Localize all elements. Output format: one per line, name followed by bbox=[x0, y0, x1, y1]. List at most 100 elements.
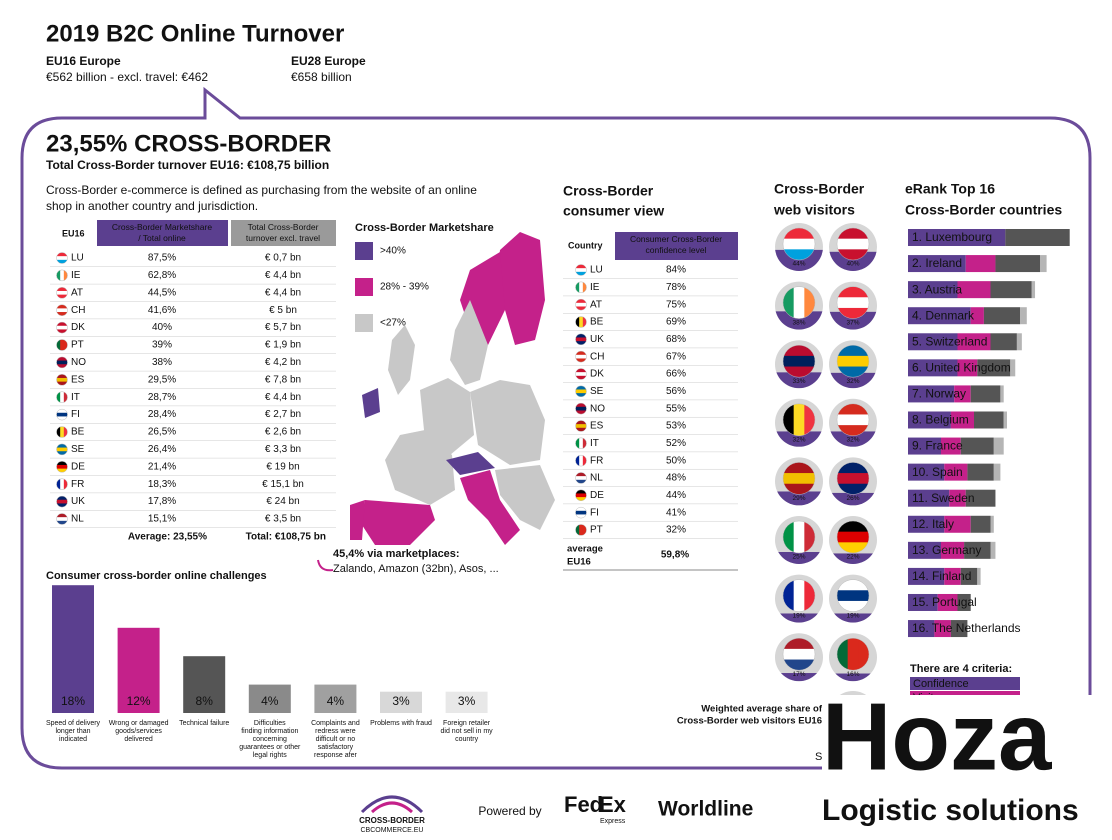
flag-stripe bbox=[575, 476, 587, 481]
flag-stripe bbox=[60, 426, 65, 438]
flag-stripe bbox=[783, 345, 815, 357]
flag-stripe bbox=[56, 468, 68, 473]
challenge-bar bbox=[248, 684, 291, 713]
erank-segment bbox=[908, 307, 971, 325]
erank-segment bbox=[1016, 333, 1022, 351]
label: DK bbox=[71, 322, 85, 333]
erank-segment bbox=[908, 593, 938, 611]
label: Cross-Border bbox=[774, 181, 865, 197]
erank-segment bbox=[908, 541, 941, 559]
label: 2. Ireland bbox=[912, 256, 962, 270]
visitor-share bbox=[829, 311, 877, 330]
flag-stripe bbox=[56, 426, 61, 438]
erank-segment bbox=[990, 333, 1017, 351]
label: 13. Germany bbox=[912, 543, 981, 557]
label: 38% bbox=[152, 357, 172, 368]
flag-border bbox=[56, 252, 68, 264]
flag-stripe bbox=[837, 542, 869, 553]
flag bbox=[575, 351, 587, 363]
label: EU16 Europe bbox=[46, 54, 121, 68]
label: Foreign retailer did not sell in my countr… bbox=[441, 720, 494, 743]
label: EU16 bbox=[62, 228, 85, 238]
label: 78% bbox=[666, 282, 686, 293]
flag-border bbox=[575, 281, 587, 294]
flag-stripe bbox=[837, 414, 869, 426]
erank-segment bbox=[1020, 307, 1027, 325]
flag-stripe bbox=[783, 228, 815, 240]
label: € 2,7 bn bbox=[265, 409, 301, 420]
label: €562 billion - excl. travel: €462 bbox=[46, 70, 208, 84]
legend-swatch bbox=[355, 242, 373, 260]
flag bbox=[837, 286, 869, 319]
flag-stripe bbox=[575, 281, 580, 293]
erank-segment bbox=[937, 593, 958, 611]
label: 22% bbox=[846, 554, 859, 561]
flag-stripe bbox=[575, 337, 587, 342]
erank-segment bbox=[908, 385, 955, 403]
flag-stripe bbox=[837, 590, 869, 602]
map-region bbox=[460, 470, 520, 545]
flag-stripe bbox=[56, 464, 68, 470]
flag-stripe bbox=[579, 524, 584, 536]
label: IE bbox=[590, 282, 600, 293]
flag-border bbox=[782, 403, 816, 437]
flag-stripe bbox=[783, 355, 815, 368]
flag-stripe bbox=[56, 364, 68, 368]
flag-stripe bbox=[837, 238, 869, 250]
flag bbox=[56, 339, 68, 351]
flag-stripe bbox=[56, 377, 68, 383]
label: 28% - 39% bbox=[380, 282, 429, 293]
label: Fed bbox=[564, 792, 603, 817]
flag-stripe bbox=[837, 579, 869, 591]
erank-segment bbox=[908, 255, 966, 273]
flag-stripe bbox=[575, 368, 587, 373]
label: CBCOMMERCE.EU bbox=[360, 827, 423, 834]
label: Wrong or damaged goods/services delivered bbox=[109, 720, 169, 743]
flag-stripe bbox=[783, 286, 795, 319]
flag-stripe bbox=[582, 437, 587, 449]
label: NL bbox=[71, 514, 84, 525]
visitor-share bbox=[775, 431, 823, 447]
flag-stripe bbox=[575, 420, 587, 425]
criteria-swatch bbox=[910, 677, 1020, 690]
flag-stripe bbox=[575, 479, 587, 484]
label: consumer view bbox=[563, 203, 664, 219]
label: 66% bbox=[666, 369, 686, 380]
flag bbox=[56, 496, 68, 508]
erank-segment bbox=[964, 541, 991, 559]
visitor-share bbox=[775, 491, 823, 506]
flag-stripe bbox=[56, 374, 68, 379]
flag-stripe bbox=[56, 269, 61, 281]
label: 32% bbox=[666, 525, 686, 536]
headline: 23,55% CROSS-BORDER bbox=[46, 130, 331, 157]
label: 75% bbox=[666, 299, 686, 310]
label: € 5,7 bn bbox=[265, 322, 301, 333]
erank-segment bbox=[970, 307, 984, 325]
flag-stripe bbox=[575, 306, 587, 311]
label: >40% bbox=[380, 246, 406, 257]
flag-stripe bbox=[804, 579, 815, 612]
flag-stripe bbox=[575, 437, 580, 449]
label: 68% bbox=[666, 334, 686, 345]
flag bbox=[575, 333, 587, 345]
flag-border bbox=[575, 489, 587, 502]
flag-border bbox=[56, 461, 68, 473]
flag-stripe bbox=[575, 351, 587, 356]
visitor-share bbox=[829, 553, 877, 564]
label: 10. Spain bbox=[912, 465, 963, 479]
erank-segment bbox=[949, 489, 966, 507]
flag-stripe bbox=[56, 252, 68, 257]
visitor-share bbox=[829, 673, 877, 682]
label: 38% bbox=[792, 319, 805, 326]
flag-stripe bbox=[56, 416, 68, 421]
erank-segment bbox=[950, 411, 974, 429]
visitor-share bbox=[829, 613, 877, 623]
label: € 24 bn bbox=[266, 496, 299, 507]
label: Consumer cross-border online challenges bbox=[46, 570, 267, 582]
label: Speed of delivery longer than indicated bbox=[46, 720, 101, 743]
flag bbox=[56, 461, 68, 473]
flag bbox=[837, 638, 869, 671]
erank-segment bbox=[908, 229, 1006, 246]
label: Powered by bbox=[478, 804, 541, 818]
flag-stripe bbox=[575, 302, 587, 307]
